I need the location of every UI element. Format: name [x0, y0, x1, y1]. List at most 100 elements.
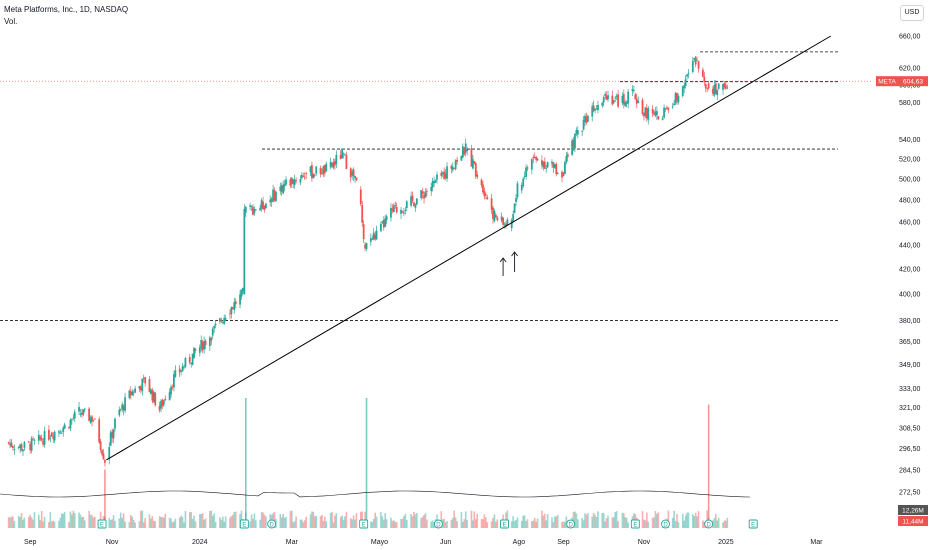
candle-body — [520, 185, 523, 191]
candle-body — [121, 404, 124, 410]
candle-body — [693, 58, 696, 60]
candle-body — [441, 172, 444, 174]
volume-bar — [614, 511, 617, 528]
time-tick-label: Jun — [440, 539, 451, 546]
volume-bar — [69, 511, 72, 528]
price-tick-label: 284,50 — [899, 467, 921, 474]
volume-bar — [592, 512, 595, 528]
candle-body — [283, 183, 286, 187]
volume-bar — [292, 522, 295, 528]
candle-body — [574, 133, 576, 149]
volume-bar — [42, 521, 44, 528]
volume-bar — [132, 519, 135, 528]
event-marker-letter: E — [503, 522, 507, 528]
candle-body — [230, 307, 233, 314]
time-tick-label: Nov — [638, 539, 651, 546]
volume-bar — [667, 510, 670, 528]
candle-body — [563, 162, 566, 175]
candle-body — [250, 205, 253, 207]
candle-body — [671, 106, 674, 108]
volume-bar — [575, 513, 578, 528]
symbol-tag-text: META — [878, 79, 896, 86]
volume-bar — [625, 517, 628, 528]
volume-bar — [520, 520, 523, 528]
candle-body — [443, 171, 446, 180]
volume-bar — [380, 512, 382, 528]
volume-bar — [621, 513, 624, 528]
candle-body — [611, 95, 614, 105]
volume-bar — [723, 520, 726, 528]
volume-bar — [627, 522, 629, 528]
candle-body — [180, 370, 183, 372]
volume-bar — [430, 521, 433, 528]
volume-bar-spike — [244, 398, 247, 528]
volume-bar — [20, 513, 23, 528]
volume-bar — [715, 513, 717, 528]
candle-body — [724, 85, 727, 89]
volume-bar — [523, 515, 526, 528]
candle-body — [191, 353, 194, 365]
volume-bar — [224, 516, 227, 528]
volume-bar — [656, 514, 658, 528]
candle-body — [637, 100, 640, 104]
price-tick-label: 349,00 — [899, 362, 921, 369]
candle-body — [224, 318, 227, 320]
volume-bar — [490, 521, 493, 528]
volume-bar — [483, 514, 486, 528]
volume-bar — [623, 513, 625, 528]
currency-selector[interactable]: USD — [900, 5, 924, 21]
volume-bar — [10, 516, 13, 528]
candle-body — [69, 419, 72, 429]
candle-body — [473, 161, 476, 164]
candle-body — [204, 340, 207, 346]
volume-bar — [58, 520, 60, 528]
volume-bar — [29, 514, 31, 528]
candle-body — [244, 206, 247, 213]
volume-bar — [200, 513, 203, 528]
volume-indicator-label[interactable]: Vol. — [4, 17, 18, 26]
volume-bar — [482, 519, 484, 528]
candle-body — [723, 83, 726, 88]
candle-body — [576, 130, 579, 135]
candle-body — [305, 173, 308, 174]
candle-body — [144, 377, 147, 384]
candle-body — [50, 432, 53, 437]
volume-bar — [536, 518, 539, 528]
candle-body — [433, 180, 435, 184]
volume-bar — [671, 517, 674, 528]
volume-bar-spike — [365, 398, 368, 528]
candle-body — [512, 214, 515, 222]
volume-bar — [111, 519, 113, 528]
candle-body — [242, 287, 244, 291]
volume-bar — [89, 514, 92, 528]
volume-bar — [414, 514, 417, 528]
volume-bar — [555, 516, 558, 528]
volume-bar — [716, 520, 719, 528]
volume-bar — [393, 520, 395, 528]
volume-bar — [597, 511, 599, 528]
candle-body — [480, 179, 483, 186]
volume-bar — [255, 520, 257, 528]
candle-body — [300, 174, 303, 179]
candle-body — [584, 115, 586, 122]
candle-body — [516, 183, 519, 198]
candle-body — [591, 106, 594, 117]
volume-bar — [480, 518, 483, 528]
volume-bar — [607, 515, 609, 528]
candle-body — [290, 177, 293, 184]
candle-body — [72, 417, 75, 419]
candle-body — [233, 301, 236, 311]
volume-bar — [282, 513, 284, 528]
volume-bar — [68, 522, 70, 528]
volume-bar — [311, 511, 313, 528]
candle-body — [178, 368, 181, 373]
candle-body — [102, 453, 105, 460]
volume-bar — [280, 517, 283, 528]
volume-bar — [582, 520, 585, 528]
candle-body — [390, 207, 392, 218]
candle-body — [10, 442, 13, 447]
candle-body — [349, 168, 352, 178]
candle-body — [411, 195, 414, 201]
volume-bar — [163, 517, 165, 528]
